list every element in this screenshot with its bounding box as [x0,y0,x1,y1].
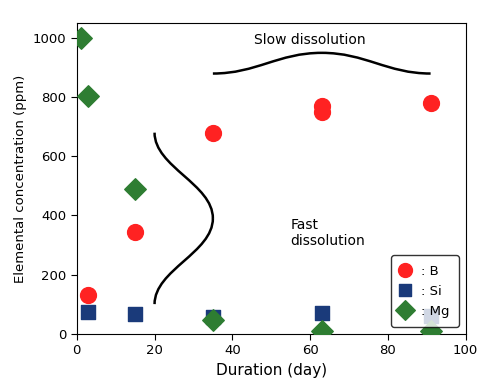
Point [84,308,92,315]
Point [318,109,325,115]
Point [427,313,434,319]
Point [132,186,139,192]
Point [132,229,139,235]
X-axis label: Duration (day): Duration (day) [216,363,327,378]
Point [318,103,325,109]
Y-axis label: Elemental concentration (ppm): Elemental concentration (ppm) [14,74,27,282]
Point [84,93,92,99]
Point [427,327,434,334]
Point [77,35,84,41]
Text: Fast
dissolution: Fast dissolution [290,218,365,248]
Point [318,310,325,316]
Point [209,314,217,320]
Legend: : B, : Si, : Mg: : B, : Si, : Mg [391,255,459,327]
Point [318,327,325,334]
Point [84,292,92,298]
Point [209,130,217,136]
Point [132,311,139,317]
Point [209,317,217,324]
Point [427,100,434,106]
Text: Slow dissolution: Slow dissolution [254,33,366,47]
